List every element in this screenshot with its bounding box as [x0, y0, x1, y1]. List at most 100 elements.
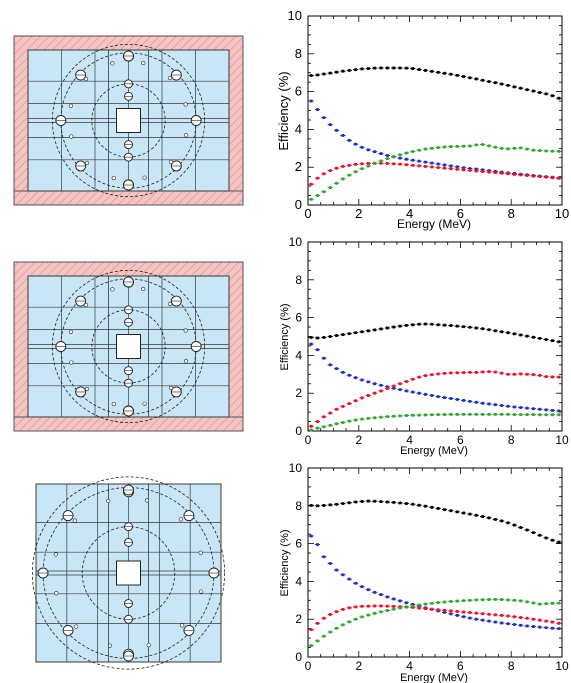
data-point — [538, 374, 542, 377]
data-point — [341, 165, 345, 168]
data-point — [366, 162, 370, 165]
data-point — [512, 85, 516, 89]
data-point — [468, 616, 472, 620]
data-point — [487, 144, 491, 148]
data-point — [411, 502, 415, 506]
data-point — [557, 409, 561, 413]
data-point — [366, 394, 370, 397]
data-point — [512, 172, 516, 176]
data-point — [487, 516, 491, 520]
data-point — [538, 602, 542, 606]
data-point — [525, 334, 529, 338]
data-point — [481, 612, 485, 616]
data-point — [538, 618, 542, 622]
data-point — [532, 407, 535, 411]
series-green — [308, 412, 562, 432]
small-hole — [168, 159, 174, 165]
data-point — [462, 144, 465, 148]
data-point — [532, 625, 535, 628]
data-point — [335, 128, 338, 132]
data-point — [309, 197, 313, 201]
data-point — [341, 333, 345, 337]
data-point — [557, 149, 561, 153]
data-point — [512, 598, 516, 602]
data-point — [512, 146, 516, 150]
data-point — [436, 146, 440, 149]
data-point — [443, 166, 446, 170]
data-point — [519, 173, 523, 177]
data-point — [373, 499, 377, 503]
data-point — [373, 611, 377, 615]
data-point — [487, 80, 491, 83]
data-point — [392, 384, 396, 388]
data-point — [551, 176, 554, 180]
data-point — [506, 412, 510, 416]
data-point — [392, 604, 396, 608]
data-point — [360, 585, 364, 589]
data-point — [544, 408, 548, 412]
data-point — [417, 159, 421, 163]
data-point — [443, 600, 446, 604]
data-point — [500, 621, 504, 625]
data-point — [436, 395, 440, 399]
data-point — [443, 71, 446, 75]
data-point — [405, 605, 408, 609]
series-green — [308, 597, 562, 648]
data-point — [449, 412, 453, 416]
y-tick-label: 8 — [295, 46, 302, 61]
data-point — [379, 604, 383, 608]
data-point — [493, 613, 497, 617]
data-point — [493, 597, 497, 601]
x-tick-label: 6 — [457, 433, 464, 447]
data-point — [557, 375, 561, 379]
data-point — [392, 155, 396, 159]
data-point — [557, 621, 561, 625]
data-point — [443, 396, 446, 399]
data-point — [373, 416, 377, 420]
data-point — [322, 116, 326, 120]
data-point — [462, 610, 465, 614]
data-point — [316, 176, 319, 180]
data-point — [347, 138, 351, 142]
data-point — [341, 502, 345, 505]
data-point — [487, 169, 491, 173]
data-point — [385, 162, 389, 165]
data-point — [417, 503, 421, 507]
data-point — [316, 420, 319, 423]
data-point — [436, 162, 440, 166]
data-point — [328, 411, 332, 415]
data-point — [354, 500, 358, 504]
data-point — [443, 610, 446, 614]
data-point — [525, 413, 529, 416]
data-point — [354, 68, 358, 72]
data-point — [506, 598, 510, 602]
data-point — [506, 404, 510, 408]
data-point — [474, 412, 478, 416]
data-point — [455, 371, 459, 375]
data-point — [487, 370, 491, 374]
data-point — [462, 615, 465, 619]
central-column — [108, 275, 149, 418]
data-point — [373, 382, 377, 386]
data-point — [544, 375, 548, 378]
data-point — [519, 526, 523, 529]
x-tick-label: 4 — [406, 433, 413, 447]
small-hole — [69, 134, 74, 139]
data-point — [373, 590, 377, 594]
data-point — [366, 164, 370, 168]
data-point — [322, 555, 326, 559]
data-point — [398, 66, 402, 70]
data-point — [487, 412, 491, 416]
y-tick-label: 10 — [289, 461, 303, 475]
data-point — [455, 398, 459, 401]
y-tick-label: 2 — [295, 159, 302, 174]
data-point — [379, 161, 383, 165]
data-point — [392, 325, 396, 329]
data-point — [538, 175, 542, 179]
detector-ring — [51, 43, 206, 198]
data-point — [347, 163, 351, 167]
data-point — [544, 338, 548, 341]
small-hole — [168, 385, 174, 391]
data-point — [481, 78, 485, 82]
data-point — [379, 152, 383, 155]
